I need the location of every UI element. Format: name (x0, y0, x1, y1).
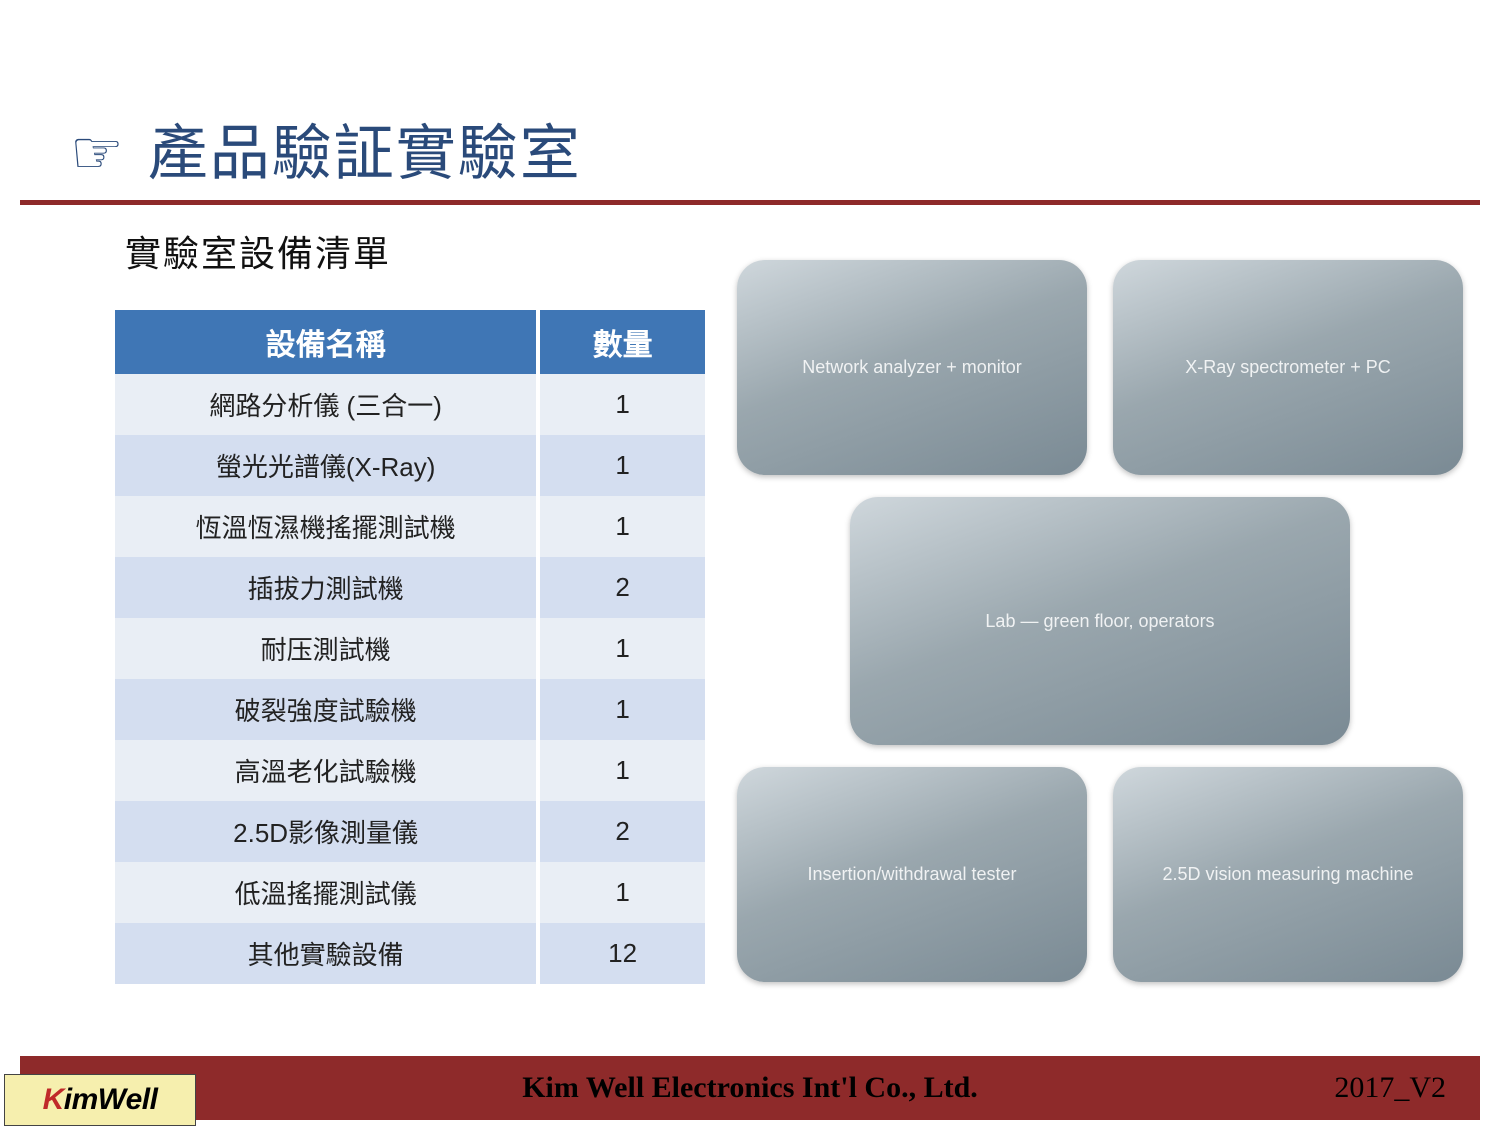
photo-row: Insertion/withdrawal tester 2.5D vision … (730, 767, 1470, 982)
table-row: 螢光光譜儀(X-Ray) 1 (115, 435, 705, 496)
cell-name: 螢光光譜儀(X-Ray) (115, 435, 538, 496)
cell-qty: 2 (538, 801, 705, 862)
lab-photo: Network analyzer + monitor (737, 260, 1087, 475)
th-equipment-name: 設備名稱 (115, 310, 538, 374)
table-row: 低溫搖擺測試儀 1 (115, 862, 705, 923)
cell-qty: 1 (538, 374, 705, 435)
lab-photo: X-Ray spectrometer + PC (1113, 260, 1463, 475)
cell-name: 低溫搖擺測試儀 (115, 862, 538, 923)
cell-qty: 1 (538, 679, 705, 740)
lab-photo: Insertion/withdrawal tester (737, 767, 1087, 982)
title-row: ☞ 產品驗証實驗室 (70, 105, 582, 192)
table-row: 耐压測試機 1 (115, 618, 705, 679)
table-row: 高溫老化試驗機 1 (115, 740, 705, 801)
subtitle: 實驗室設備清單 (125, 225, 391, 277)
table-row: 恆溫恆濕機搖擺測試機 1 (115, 496, 705, 557)
cell-qty: 1 (538, 862, 705, 923)
photo-caption: 2.5D vision measuring machine (1113, 767, 1463, 982)
table-row: 破裂強度試驗機 1 (115, 679, 705, 740)
cell-qty: 1 (538, 435, 705, 496)
cell-qty: 2 (538, 557, 705, 618)
table-row: 2.5D影像測量儀 2 (115, 801, 705, 862)
cell-name: 高溫老化試驗機 (115, 740, 538, 801)
cell-qty: 1 (538, 496, 705, 557)
th-quantity: 數量 (538, 310, 705, 374)
pointing-hand-icon: ☞ (70, 123, 124, 183)
cell-qty: 1 (538, 618, 705, 679)
slide: ☞ 產品驗証實驗室 實驗室設備清單 設備名稱 數量 網路分析儀 (三合一) 1 … (0, 0, 1500, 1148)
footer-company: Kim Well Electronics Int'l Co., Ltd. (20, 1071, 1480, 1105)
table-row: 網路分析儀 (三合一) 1 (115, 374, 705, 435)
cell-name: 網路分析儀 (三合一) (115, 374, 538, 435)
table-row: 插拔力測試機 2 (115, 557, 705, 618)
cell-name: 破裂強度試驗機 (115, 679, 538, 740)
photo-row: Lab — green floor, operators (730, 497, 1470, 745)
cell-name: 恆溫恆濕機搖擺測試機 (115, 496, 538, 557)
photo-row: Network analyzer + monitor X-Ray spectro… (730, 260, 1470, 475)
cell-name: 插拔力測試機 (115, 557, 538, 618)
page-title: 產品驗証實驗室 (148, 105, 582, 192)
table-header-row: 設備名稱 數量 (115, 310, 705, 374)
footer-bar: KimWell Kim Well Electronics Int'l Co., … (20, 1056, 1480, 1120)
photo-caption: Insertion/withdrawal tester (737, 767, 1087, 982)
title-divider (20, 200, 1480, 205)
equipment-table: 設備名稱 數量 網路分析儀 (三合一) 1 螢光光譜儀(X-Ray) 1 恆溫恆… (115, 310, 705, 984)
photo-caption: X-Ray spectrometer + PC (1113, 260, 1463, 475)
photo-grid: Network analyzer + monitor X-Ray spectro… (730, 260, 1470, 982)
cell-qty: 1 (538, 740, 705, 801)
cell-name: 耐压測試機 (115, 618, 538, 679)
photo-caption: Network analyzer + monitor (737, 260, 1087, 475)
table-row: 其他實驗設備 12 (115, 923, 705, 984)
cell-name: 2.5D影像測量儀 (115, 801, 538, 862)
cell-qty: 12 (538, 923, 705, 984)
photo-caption: Lab — green floor, operators (850, 497, 1350, 745)
lab-photo: Lab — green floor, operators (850, 497, 1350, 745)
footer-version: 2017_V2 (1334, 1071, 1446, 1105)
lab-photo: 2.5D vision measuring machine (1113, 767, 1463, 982)
cell-name: 其他實驗設備 (115, 923, 538, 984)
